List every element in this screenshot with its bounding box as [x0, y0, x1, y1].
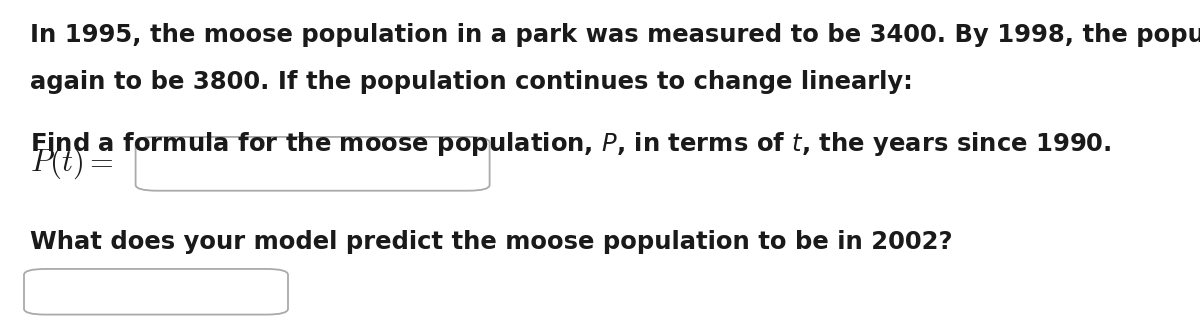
Text: What does your model predict the moose population to be in 2002?: What does your model predict the moose p…: [30, 230, 953, 254]
Text: In 1995, the moose population in a park was measured to be 3400. By 1998, the po: In 1995, the moose population in a park …: [30, 23, 1200, 47]
FancyBboxPatch shape: [136, 137, 490, 191]
Text: again to be 3800. If the population continues to change linearly:: again to be 3800. If the population cont…: [30, 70, 913, 94]
Text: Find a formula for the moose population, $P$, in terms of $t$, the years since 1: Find a formula for the moose population,…: [30, 130, 1111, 158]
Text: $P(t) = $: $P(t) = $: [30, 145, 114, 181]
FancyBboxPatch shape: [24, 269, 288, 315]
